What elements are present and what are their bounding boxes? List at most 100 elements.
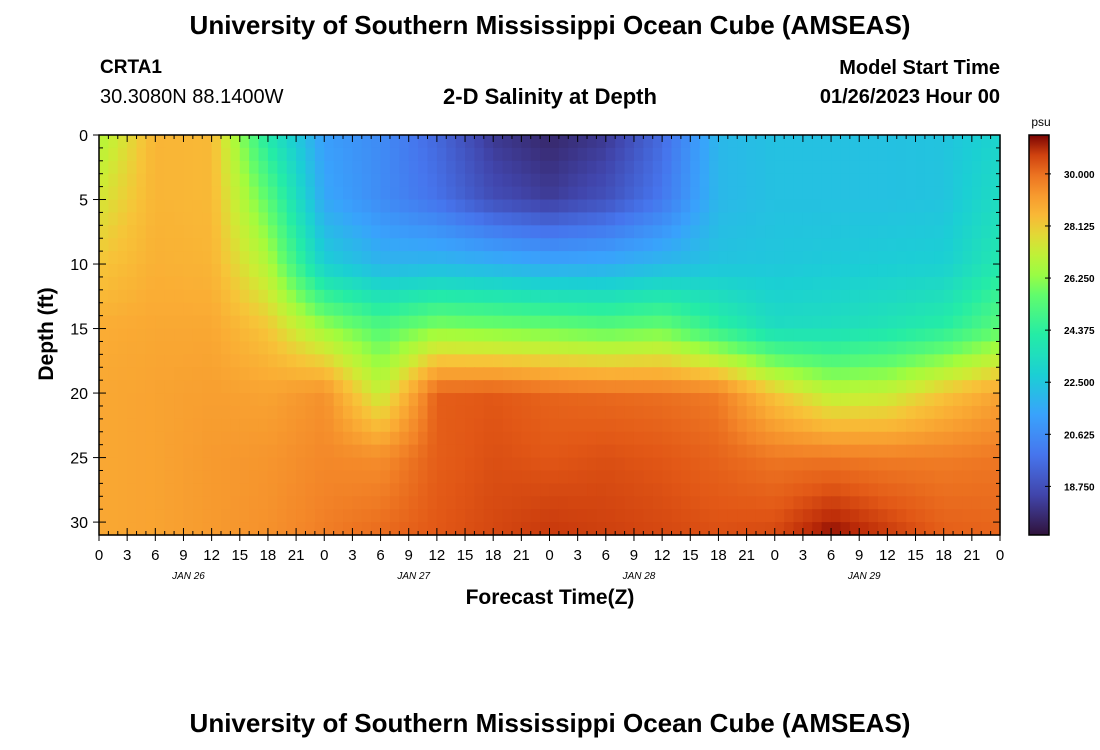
heatmap-cell	[333, 509, 344, 523]
heatmap-cell	[746, 289, 757, 304]
heatmap-cell	[361, 199, 372, 214]
heatmap-cell	[690, 264, 701, 278]
heatmap-cell	[305, 380, 316, 394]
heatmap-cell	[727, 354, 738, 368]
heatmap-cell	[680, 444, 691, 459]
heatmap-cell	[934, 251, 945, 265]
heatmap-cell	[812, 135, 823, 149]
heatmap-cell	[380, 380, 391, 394]
heatmap-cell	[831, 186, 842, 201]
heatmap-cell	[164, 393, 175, 407]
heatmap-cell	[343, 405, 354, 420]
heatmap-cell	[99, 457, 109, 472]
heatmap-cell	[446, 276, 457, 291]
heatmap-cell	[727, 160, 738, 175]
heatmap-cell	[296, 393, 307, 407]
heatmap-cell	[906, 496, 917, 510]
heatmap-cell	[596, 328, 607, 343]
heatmap-cell	[934, 289, 945, 304]
heatmap-cell	[755, 302, 766, 317]
heatmap-cell	[361, 496, 372, 510]
heatmap-cell	[943, 483, 954, 497]
heatmap-cell	[652, 380, 663, 394]
heatmap-cell	[924, 199, 935, 214]
heatmap-cell	[868, 186, 879, 201]
heatmap-cell	[906, 418, 917, 433]
heatmap-cell	[821, 276, 832, 291]
heatmap-cell	[483, 483, 494, 497]
heatmap-cell	[605, 457, 616, 472]
heatmap-cell	[934, 483, 945, 497]
heatmap-cell	[755, 457, 766, 472]
heatmap-cell	[108, 457, 119, 472]
heatmap-cell	[333, 276, 344, 291]
heatmap	[99, 135, 1001, 536]
heatmap-cell	[943, 289, 954, 304]
heatmap-cell	[709, 199, 720, 214]
heatmap-cell	[859, 135, 870, 149]
heatmap-cell	[755, 380, 766, 394]
heatmap-cell	[699, 315, 710, 330]
heatmap-cell	[605, 186, 616, 201]
heatmap-cell	[389, 522, 400, 536]
heatmap-cell	[971, 431, 982, 446]
heatmap-cell	[981, 289, 992, 304]
heatmap-cell	[174, 522, 185, 536]
heatmap-cell	[662, 496, 673, 510]
heatmap-cell	[108, 354, 119, 368]
heatmap-cell	[343, 264, 354, 278]
heatmap-cell	[981, 212, 992, 226]
heatmap-cell	[615, 418, 626, 433]
heatmap-cell	[258, 225, 269, 239]
heatmap-cell	[136, 457, 147, 472]
heatmap-cell	[333, 444, 344, 459]
heatmap-cell	[399, 470, 410, 484]
heatmap-cell	[117, 522, 128, 536]
x-tick-label: 0	[95, 547, 103, 564]
heatmap-cell	[605, 444, 616, 459]
heatmap-cell	[474, 470, 485, 484]
heatmap-cell	[906, 380, 917, 394]
heatmap-cell	[934, 328, 945, 343]
heatmap-cell	[718, 302, 729, 317]
heatmap-cell	[680, 509, 691, 523]
heatmap-cell	[784, 393, 795, 407]
heatmap-cell	[465, 393, 476, 407]
heatmap-cell	[990, 199, 1001, 214]
heatmap-cell	[802, 354, 813, 368]
heatmap-cell	[718, 509, 729, 523]
heatmap-cell	[868, 147, 879, 162]
heatmap-cell	[774, 147, 785, 162]
heatmap-cell	[239, 444, 250, 459]
heatmap-cell	[211, 509, 222, 523]
heatmap-cell	[943, 328, 954, 343]
heatmap-cell	[859, 380, 870, 394]
heatmap-cell	[502, 212, 513, 226]
heatmap-cell	[812, 147, 823, 162]
heatmap-cell	[690, 380, 701, 394]
heatmap-cell	[971, 405, 982, 420]
heatmap-cell	[249, 212, 260, 226]
heatmap-cell	[859, 367, 870, 381]
heatmap-cell	[455, 315, 466, 330]
heatmap-cell	[249, 160, 260, 175]
heatmap-cell	[99, 264, 109, 278]
heatmap-cell	[849, 470, 860, 484]
heatmap-cell	[821, 135, 832, 149]
heatmap-cell	[727, 496, 738, 510]
heatmap-cell	[399, 418, 410, 433]
heatmap-cell	[483, 328, 494, 343]
heatmap-cell	[502, 315, 513, 330]
heatmap-cell	[746, 470, 757, 484]
heatmap-cell	[511, 354, 522, 368]
heatmap-cell	[155, 186, 166, 201]
heatmap-cell	[521, 199, 532, 214]
heatmap-cell	[596, 483, 607, 497]
heatmap-cell	[427, 199, 438, 214]
heatmap-cell	[755, 315, 766, 330]
heatmap-cell	[915, 457, 926, 472]
heatmap-cell	[633, 431, 644, 446]
heatmap-cell	[849, 276, 860, 291]
heatmap-cell	[615, 212, 626, 226]
y-tick-label: 5	[79, 193, 88, 210]
